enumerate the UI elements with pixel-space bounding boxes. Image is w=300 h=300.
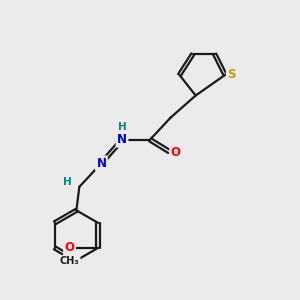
Text: S: S — [227, 68, 236, 81]
Text: O: O — [171, 146, 181, 159]
Text: N: N — [117, 133, 127, 146]
Text: N: N — [96, 157, 106, 170]
Text: O: O — [64, 242, 74, 254]
Text: H: H — [118, 122, 126, 132]
Text: H: H — [63, 176, 71, 187]
Text: CH₃: CH₃ — [60, 256, 79, 266]
